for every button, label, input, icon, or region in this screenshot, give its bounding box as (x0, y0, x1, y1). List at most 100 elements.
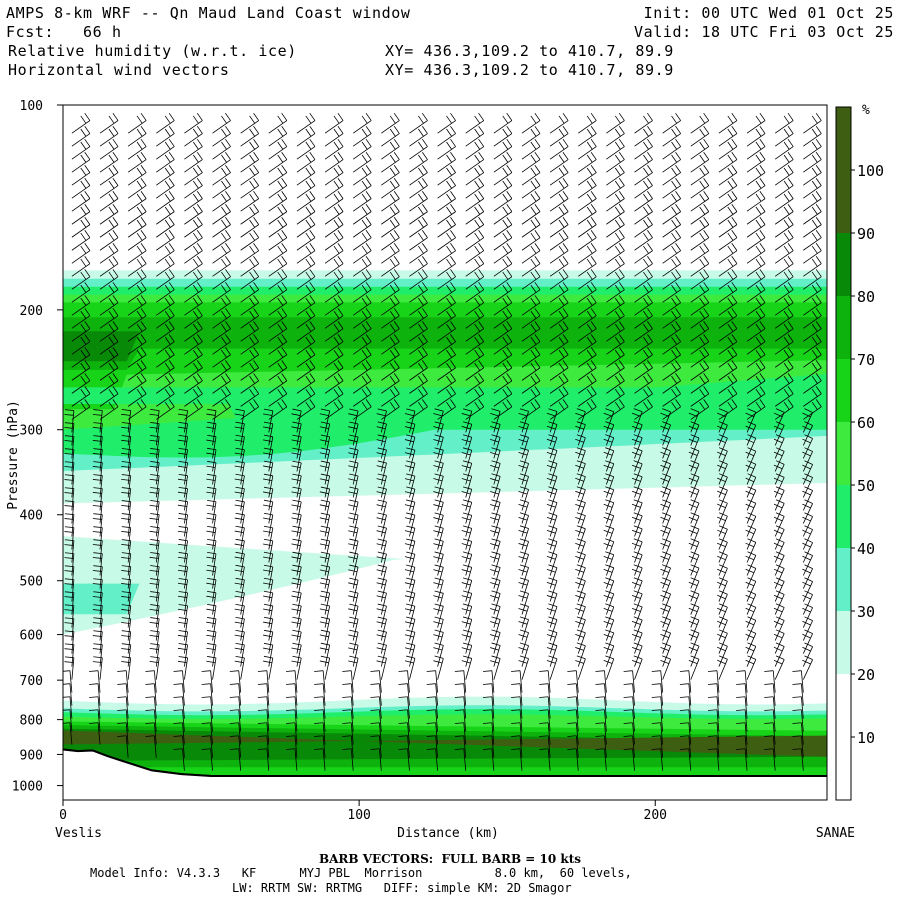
wind-barb (578, 151, 597, 173)
wind-barb (688, 512, 700, 537)
wind-barb (348, 434, 359, 459)
wind-barb (240, 334, 260, 355)
wind-barb (603, 486, 615, 511)
wind-barb (662, 204, 682, 225)
wind-barb (634, 256, 653, 277)
wind-barb (465, 360, 485, 381)
wind-barb (660, 577, 671, 602)
colorbar-segment (836, 611, 851, 674)
wind-barb (546, 421, 558, 446)
wind-barb (546, 655, 558, 680)
wind-barb (623, 670, 635, 693)
wind-barb (688, 577, 700, 602)
wind-barb (348, 564, 359, 589)
colorbar-label: 50 (857, 477, 875, 495)
wind-barb (342, 735, 354, 758)
wind-barb (99, 321, 119, 342)
wind-barb (263, 564, 274, 589)
wind-barb (127, 125, 147, 147)
wind-barb (746, 230, 766, 251)
wind-barb (257, 670, 270, 693)
wind-barb (690, 191, 710, 212)
wind-barb (64, 643, 75, 667)
valid-time: Valid: 18 UTC Fri 03 Oct 25 (633, 23, 894, 41)
wind-barb (92, 448, 103, 472)
wind-barb (511, 696, 523, 719)
wind-barb (352, 112, 372, 134)
wind-barb (149, 630, 160, 654)
wind-barb (92, 643, 103, 667)
wind-barb (736, 696, 748, 719)
wind-barb (690, 308, 710, 329)
wind-barb (409, 399, 428, 420)
wind-barb (234, 616, 245, 641)
wind-barb (342, 670, 354, 693)
x-axis: 0 100 200 (59, 800, 667, 823)
wind-barb (690, 138, 710, 160)
wind-barb (324, 334, 344, 355)
wind-barb (156, 269, 175, 290)
wind-barb (64, 448, 75, 472)
wind-barb (212, 373, 231, 394)
wind-barb (71, 125, 91, 147)
wind-barb (803, 191, 822, 212)
colorbar-border (835, 106, 852, 801)
colorbar-segment (836, 359, 851, 422)
wind-barb (121, 656, 132, 680)
wind-barb (521, 295, 541, 316)
wind-barb (490, 434, 501, 459)
wind-barb (381, 373, 400, 394)
wind-barb (348, 525, 359, 550)
wind-barb (173, 722, 185, 745)
wind-barb (546, 499, 558, 524)
wind-barb (404, 629, 416, 654)
wind-barb (63, 722, 73, 745)
wind-barb (240, 282, 260, 303)
wind-barb (99, 112, 119, 134)
wind-barb (319, 538, 331, 563)
wind-barb (263, 447, 274, 472)
wind-barb (398, 683, 410, 706)
wind-barb (578, 282, 597, 303)
wind-barb (121, 461, 132, 485)
wind-barb (291, 447, 302, 472)
colorbar-segment (836, 548, 851, 611)
wind-barb (206, 656, 217, 680)
x-tick-label: 0 (59, 808, 67, 823)
wind-barb (263, 629, 274, 654)
wind-barb (736, 722, 748, 745)
wind-barb (718, 321, 738, 342)
wind-barb (461, 434, 473, 459)
wind-barb (717, 434, 728, 459)
wind-barb (690, 164, 710, 186)
wind-barb (718, 360, 738, 381)
wind-barb (736, 683, 748, 706)
wind-barb (634, 217, 653, 238)
wind-barb (324, 217, 344, 238)
wind-barb (718, 399, 738, 420)
wind-barb (149, 578, 160, 602)
wind-barb (127, 204, 147, 225)
wind-barb (117, 735, 129, 758)
wind-barb (745, 551, 757, 576)
wind-barb (746, 347, 766, 368)
wind-barb (71, 347, 91, 368)
wind-barb (92, 656, 103, 680)
wind-barb (296, 217, 316, 238)
wind-barb (482, 683, 495, 706)
wind-barb (286, 670, 298, 693)
wind-barb (465, 347, 485, 368)
wind-barb (296, 269, 316, 290)
wind-barb (149, 539, 160, 563)
wind-barb (688, 538, 700, 563)
wind-barb (117, 709, 129, 732)
wind-barb (212, 204, 231, 225)
wind-barb (493, 243, 513, 264)
wind-barb (324, 178, 344, 199)
wind-barb (127, 399, 147, 420)
wind-barb (99, 347, 119, 368)
colorbar-segment (836, 737, 851, 800)
wind-barb (212, 164, 231, 186)
wind-barb (370, 722, 382, 745)
wind-barb (511, 709, 523, 732)
